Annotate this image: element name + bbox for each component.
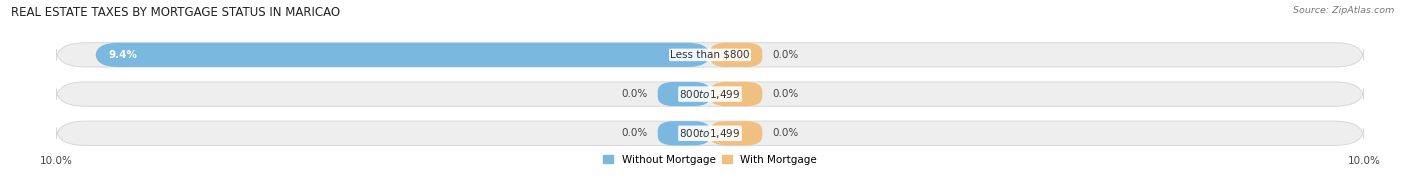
Text: 0.0%: 0.0%	[772, 89, 799, 99]
FancyBboxPatch shape	[56, 82, 1364, 106]
FancyBboxPatch shape	[710, 82, 762, 106]
Text: Less than $800: Less than $800	[671, 50, 749, 60]
Text: REAL ESTATE TAXES BY MORTGAGE STATUS IN MARICAO: REAL ESTATE TAXES BY MORTGAGE STATUS IN …	[11, 6, 340, 19]
Text: 0.0%: 0.0%	[621, 128, 648, 138]
Text: 0.0%: 0.0%	[621, 89, 648, 99]
FancyBboxPatch shape	[96, 43, 710, 67]
Text: $800 to $1,499: $800 to $1,499	[679, 88, 741, 101]
FancyBboxPatch shape	[658, 121, 710, 145]
Text: 0.0%: 0.0%	[772, 50, 799, 60]
FancyBboxPatch shape	[710, 43, 762, 67]
FancyBboxPatch shape	[56, 43, 1364, 67]
Text: $800 to $1,499: $800 to $1,499	[679, 127, 741, 140]
FancyBboxPatch shape	[710, 121, 762, 145]
FancyBboxPatch shape	[658, 82, 710, 106]
FancyBboxPatch shape	[56, 121, 1364, 145]
Legend: Without Mortgage, With Mortgage: Without Mortgage, With Mortgage	[599, 151, 821, 169]
Text: 0.0%: 0.0%	[772, 128, 799, 138]
Text: 9.4%: 9.4%	[108, 50, 138, 60]
Text: Source: ZipAtlas.com: Source: ZipAtlas.com	[1294, 6, 1395, 15]
